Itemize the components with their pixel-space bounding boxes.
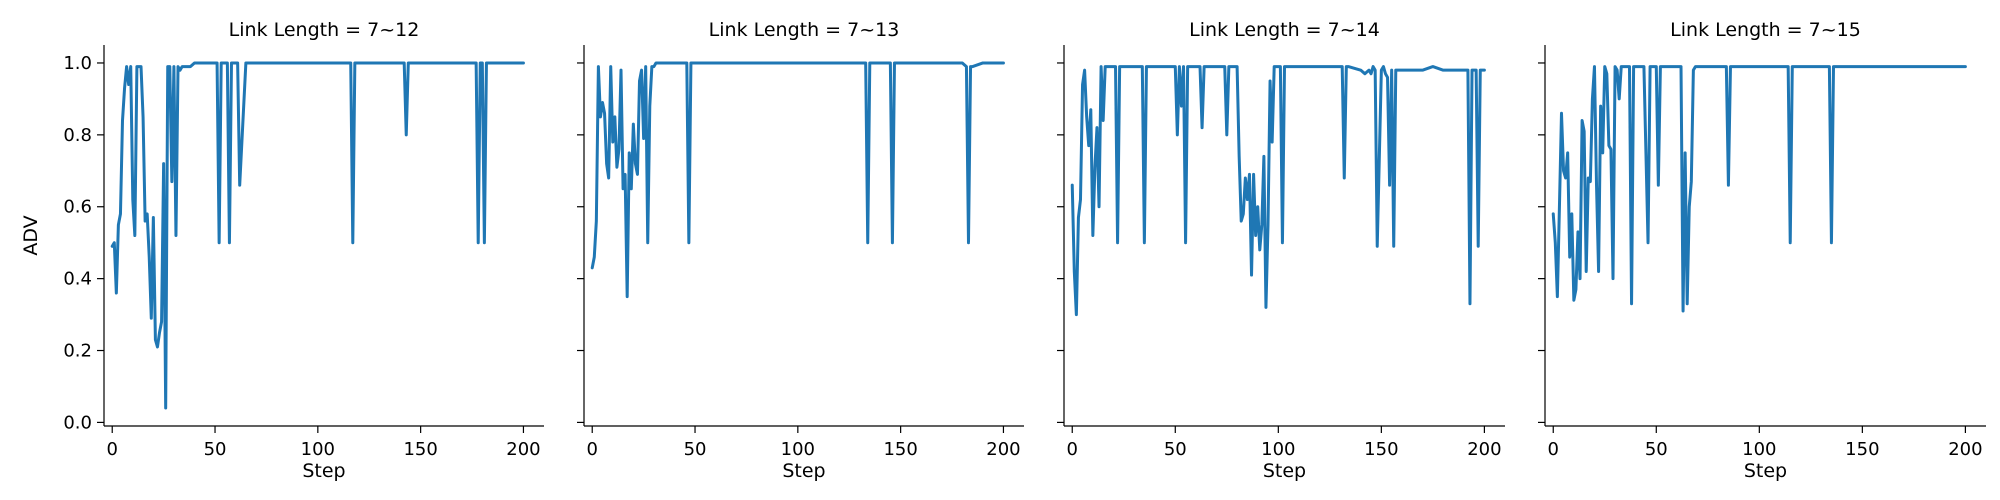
chart-1-series-1-line — [110, 61, 525, 410]
chart-3-x-tick-label: 0 — [1067, 439, 1078, 460]
chart-2-x-label: Step — [782, 460, 825, 482]
chart-1-y-label: ADV — [20, 215, 42, 255]
chart-2-x-tick-label: 150 — [883, 439, 917, 460]
chart-2-title: Link Length = 7~13 — [709, 19, 900, 41]
chart-1-y-tick-label: 0.2 — [63, 341, 92, 362]
chart-1-x-tick-label: 200 — [506, 439, 540, 460]
chart-1-y-tick-label: 1.0 — [63, 53, 92, 74]
chart-4-x-label: Step — [1744, 460, 1787, 482]
chart-2-x-tick-label: 50 — [684, 439, 707, 460]
chart-4-x-tick-label: 0 — [1548, 439, 1559, 460]
chart-1-x-tick-label: 0 — [106, 439, 117, 460]
chart-1-x-label: Step — [302, 460, 345, 482]
chart-3-x-label: Step — [1263, 460, 1306, 482]
chart-3-x-tick-label: 150 — [1364, 439, 1398, 460]
chart-1-y-tick-label: 0.0 — [63, 412, 92, 433]
chart-4-x-tick-label: 50 — [1645, 439, 1668, 460]
chart-3-x-tick-label: 100 — [1261, 439, 1295, 460]
chart-2-series-1-line — [590, 61, 1005, 299]
chart-1-y-tick-label: 0.8 — [63, 125, 92, 146]
chart-3-x-tick-label: 200 — [1467, 439, 1501, 460]
chart-2-x-tick-label: 0 — [586, 439, 597, 460]
chart-3-x-tick-label: 50 — [1164, 439, 1187, 460]
chart-1-x-tick-label: 100 — [301, 439, 335, 460]
chart-2-x-tick-label: 100 — [781, 439, 815, 460]
chart-4-x-tick-label: 100 — [1742, 439, 1776, 460]
chart-1-y-tick-label: 0.4 — [63, 269, 92, 290]
chart-4-x-tick-label: 150 — [1845, 439, 1879, 460]
chart-4-x-tick-label: 200 — [1948, 439, 1982, 460]
chart-3-title: Link Length = 7~14 — [1189, 19, 1380, 41]
chart-3-series-1-line — [1070, 65, 1486, 317]
chart-1-title: Link Length = 7~12 — [229, 19, 420, 41]
chart-1-y-tick-label: 0.6 — [63, 197, 92, 218]
chart-4-series-1-line — [1551, 65, 1967, 313]
chart-1-x-tick-label: 150 — [403, 439, 437, 460]
chart-4-title: Link Length = 7~15 — [1670, 19, 1861, 41]
chart-2-x-tick-label: 200 — [986, 439, 1020, 460]
chart-1-x-tick-label: 50 — [204, 439, 227, 460]
